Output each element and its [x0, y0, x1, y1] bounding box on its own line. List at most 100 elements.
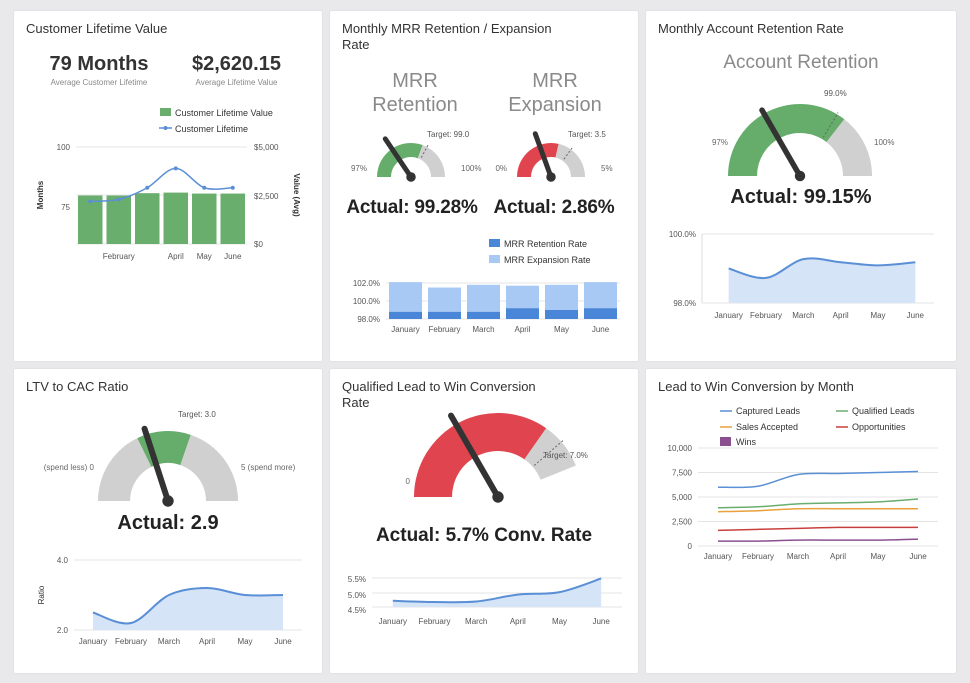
line-point	[202, 185, 207, 190]
y-tick-label: $5,000	[254, 143, 279, 152]
y-tick-label: 100	[57, 143, 71, 152]
series-line	[392, 577, 602, 604]
x-tick-label: March	[472, 325, 494, 334]
area-fill	[728, 258, 916, 303]
legend-label: MRR Retention Rate	[504, 239, 587, 249]
series-line	[717, 538, 919, 542]
y-tick-label: 2,500	[672, 518, 693, 527]
bar	[135, 193, 160, 244]
gauge-target-marker	[822, 112, 839, 138]
ltv-actual: Actual: 2.9	[117, 512, 219, 534]
heading-line-2: Retention	[372, 94, 458, 116]
bar	[192, 193, 217, 244]
bar-expansion	[545, 284, 578, 310]
panel-title: Monthly Account Retention Rate	[658, 21, 844, 36]
series-line	[728, 257, 916, 280]
x-tick-label: January	[704, 552, 732, 561]
x-tick-label: April	[830, 552, 846, 561]
gauge-min-label: 0	[406, 477, 411, 486]
gauge-segment	[517, 143, 559, 177]
panel-ltv-cac: LTV to CAC Ratio Actual: 2.9 (spend less…	[14, 369, 322, 673]
gauge-segment	[826, 119, 872, 176]
panel-title: Customer Lifetime Value	[26, 21, 168, 36]
legend-label: Wins	[736, 437, 756, 447]
legend-label: Captured Leads	[736, 406, 801, 416]
y-tick-label: 100.0%	[353, 297, 380, 306]
x-tick-label: May	[870, 552, 885, 561]
kpi-value: 79 Months	[49, 53, 149, 75]
line-point	[173, 166, 178, 171]
x-tick-label: March	[465, 617, 487, 626]
gauge-segment	[417, 145, 445, 177]
gauge-segment	[728, 104, 845, 176]
gauge-target-label: Target: 99.0	[427, 130, 470, 139]
y-tick-label: 5.0%	[348, 591, 366, 600]
heading-line-1: MRR	[532, 70, 578, 92]
y-tick-label: $0	[254, 240, 263, 249]
account-retention-actual: Actual: 99.15%	[730, 186, 872, 208]
bar-expansion	[506, 285, 539, 309]
gauge-target-label: Target: 7.0%	[543, 451, 588, 460]
legend-label: Qualified Leads	[852, 406, 915, 416]
legend-label: Customer Lifetime Value	[175, 108, 273, 118]
gauge-hub	[492, 491, 504, 503]
line-point	[116, 197, 121, 202]
y-tick-label: 4.5%	[348, 606, 366, 615]
title-line-2: Rate	[342, 395, 370, 410]
x-tick-label: June	[274, 637, 292, 646]
series-line	[717, 498, 919, 509]
y-tick-label: 10,000	[668, 444, 693, 453]
gauge-max-label: 100%	[874, 138, 894, 147]
panel-account-retention: Monthly Account Retention Rate Account R…	[646, 11, 956, 361]
panel-title: Lead to Win Conversion by Month	[658, 379, 854, 394]
x-tick-label: April	[833, 311, 849, 320]
panel-lead-to-win: Lead to Win Conversion by Month Captured…	[646, 369, 956, 673]
mrr-expansion-actual: Actual: 2.86%	[493, 197, 615, 218]
gauge-min-label: 97%	[351, 164, 367, 173]
y-tick-label: 5.5%	[348, 575, 366, 584]
kpi-average-value: $2,620.15 Average Lifetime Value	[174, 53, 299, 87]
gauge-segment	[524, 428, 576, 480]
mrr-expansion-heading: MRR Expansion	[490, 69, 620, 117]
x-tick-label: April	[510, 617, 526, 626]
bar-expansion	[389, 282, 422, 312]
x-tick-label: June	[592, 617, 610, 626]
line-point	[230, 185, 235, 190]
legend-swatch	[720, 437, 731, 446]
x-tick-label: February	[742, 552, 774, 561]
y-tick-label: 0	[688, 542, 693, 551]
bar-retention	[545, 310, 578, 319]
y-tick-label: 5,000	[672, 493, 693, 502]
gauge-target-label: 99.0%	[824, 89, 847, 98]
legend-swatch	[489, 239, 500, 247]
panel-mrr-retention-expansion: Monthly MRR Retention / Expansion Rate MR…	[330, 11, 638, 361]
x-tick-label: January	[79, 637, 107, 646]
panel-title: Qualified Lead to Win Conversion Rate	[342, 379, 536, 411]
y-tick-label: 98.0%	[357, 315, 380, 324]
y-tick-label: 2.0	[57, 626, 69, 635]
gauge-needle	[532, 131, 554, 180]
account-retention-heading: Account Retention	[723, 52, 879, 73]
mrr-chart: 97% 100% Target: 99.0 0% 5% Target: 3.5 MRR Re…	[351, 130, 620, 334]
bar	[78, 195, 103, 244]
gauge-segment	[414, 413, 547, 497]
x-tick-label: February	[115, 637, 147, 646]
x-tick-label: January	[714, 311, 742, 320]
series-line	[717, 470, 919, 489]
bar	[163, 192, 188, 244]
line-point	[145, 185, 150, 190]
series-line	[90, 167, 233, 203]
legend-label: Sales Accepted	[736, 422, 798, 432]
y-tick-label: 7,500	[672, 469, 693, 478]
title-line-1: Monthly MRR Retention / Expansion	[342, 21, 552, 36]
x-tick-label: March	[787, 552, 809, 561]
gauge-needle	[759, 107, 803, 179]
lead-chart: Captured Leads Qualified Leads Sales Accep…	[668, 406, 938, 561]
gauge-min-label: 97%	[712, 138, 728, 147]
legend-swatch	[489, 255, 500, 263]
bar	[220, 193, 245, 244]
gauge-needle	[382, 136, 414, 180]
gauge-hub	[162, 495, 174, 507]
x-tick-label: January	[391, 325, 419, 334]
mrr-retention-actual: Actual: 99.28%	[346, 197, 478, 218]
